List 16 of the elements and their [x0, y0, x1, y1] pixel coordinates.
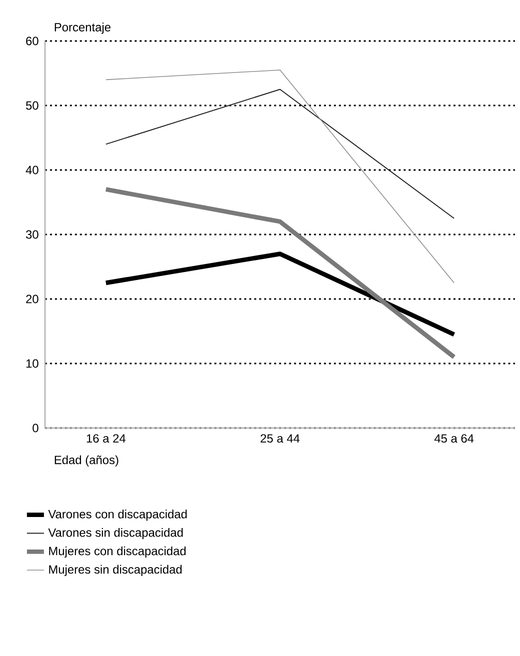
y-tick-label: 0 [32, 424, 38, 432]
y-tick-label: 20 [26, 294, 38, 304]
legend-label: Mujeres con discapacidad [49, 546, 186, 558]
y-tick-label: 30 [26, 230, 38, 239]
y-axis-title: Porcentaje [54, 22, 110, 34]
legend-label: Varones sin discapacidad [48, 528, 183, 540]
y-tick-label: 60 [26, 36, 38, 46]
y-tick-label: 40 [26, 166, 38, 174]
x-tick-label: 45 a 64 [434, 434, 474, 443]
y-tick-label: 10 [26, 359, 38, 368]
x-axis-title: Edad (años) [54, 455, 118, 467]
legend-label: Varones con discapacidad [48, 510, 187, 521]
y-tick-label: 50 [26, 101, 38, 110]
x-tick-label: 16 a 24 [86, 434, 126, 443]
legend-label: Mujeres sin discapacidad [49, 564, 182, 576]
x-tick-label: 25 a 44 [260, 434, 300, 443]
